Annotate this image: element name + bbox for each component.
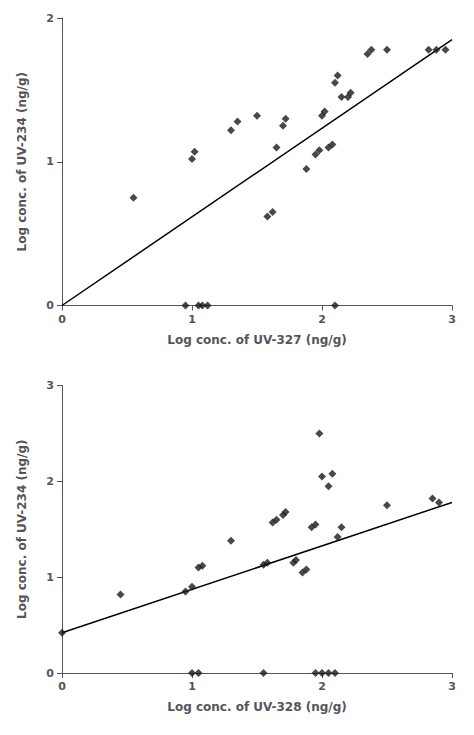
svg-text:0: 0: [46, 299, 54, 312]
svg-text:1: 1: [188, 313, 196, 326]
svg-text:3: 3: [448, 680, 456, 693]
svg-text:2: 2: [46, 12, 54, 25]
svg-text:Log conc. of UV-328 (ng/g): Log conc. of UV-328 (ng/g): [167, 700, 347, 714]
svg-text:3: 3: [448, 313, 456, 326]
svg-text:3: 3: [46, 379, 54, 392]
svg-text:2: 2: [318, 680, 326, 693]
svg-text:1: 1: [46, 571, 54, 584]
svg-text:2: 2: [46, 475, 54, 488]
svg-text:Log conc. of UV-234 (ng/g): Log conc. of UV-234 (ng/g): [15, 72, 29, 252]
svg-text:0: 0: [58, 313, 66, 326]
svg-text:Log conc. of UV-327 (ng/g): Log conc. of UV-327 (ng/g): [167, 333, 347, 347]
svg-text:0: 0: [58, 680, 66, 693]
svg-text:1: 1: [46, 155, 54, 168]
svg-text:0: 0: [46, 667, 54, 680]
svg-text:Log conc. of UV-234 (ng/g): Log conc. of UV-234 (ng/g): [15, 440, 29, 620]
svg-text:2: 2: [318, 313, 326, 326]
svg-text:1: 1: [188, 680, 196, 693]
